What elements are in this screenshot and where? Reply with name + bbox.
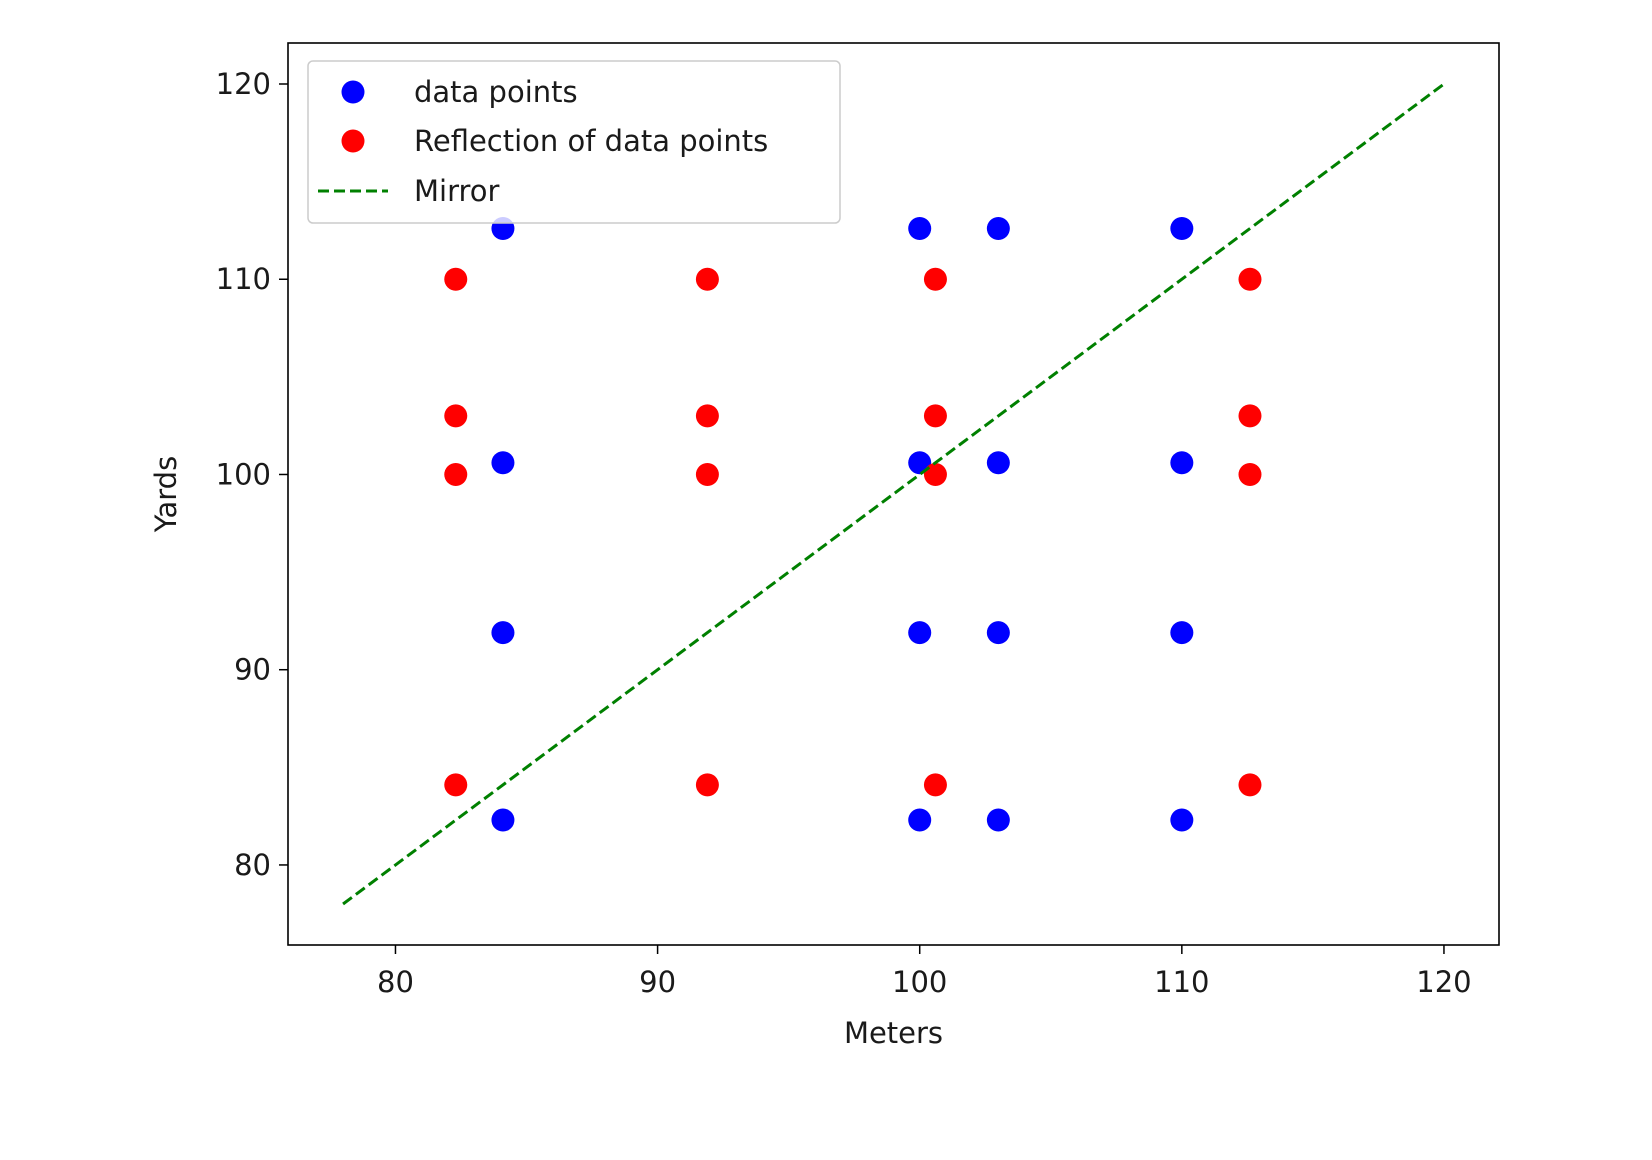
data-point	[908, 216, 932, 240]
legend-label: data points	[414, 75, 578, 109]
x-axis: 80 90 100 110 120	[377, 945, 1472, 999]
reflection-point	[1238, 773, 1262, 797]
data-point	[1170, 216, 1194, 240]
y-axis-label: Yards	[149, 456, 183, 533]
data-point	[986, 451, 1010, 475]
plot-frame	[287, 42, 1500, 946]
reflection-point	[923, 267, 947, 291]
data-point	[491, 451, 515, 475]
reflection-point	[444, 404, 468, 428]
legend-box	[307, 60, 841, 224]
series-0	[491, 216, 1194, 832]
reflection-point	[695, 773, 719, 797]
legend-label: Reflection of data points	[414, 124, 768, 158]
data-point	[986, 621, 1010, 645]
data-point	[986, 216, 1010, 240]
data-point	[1170, 451, 1194, 475]
data-point	[908, 808, 932, 832]
x-axis-label: Meters	[844, 1016, 943, 1050]
x-tick-label: 90	[639, 965, 676, 999]
legend-data-points-swatch	[341, 80, 365, 104]
series-1	[444, 267, 1262, 797]
data-point	[1170, 621, 1194, 645]
x-tick-label: 110	[1154, 965, 1209, 999]
mirror-line	[342, 82, 1445, 906]
reflection-point	[695, 267, 719, 291]
reflection-point	[695, 462, 719, 486]
reflection-point	[1238, 462, 1262, 486]
legend: data points Reflection of data points Mirr…	[307, 60, 841, 224]
plot-area	[287, 42, 1500, 946]
reflection-point	[1238, 404, 1262, 428]
legend-label: Mirror	[414, 174, 500, 208]
y-tick-label: 80	[234, 848, 271, 882]
x-tick-label: 80	[377, 965, 414, 999]
reflection-point	[444, 462, 468, 486]
data-point	[491, 808, 515, 832]
y-tick-label: 120	[216, 67, 271, 101]
reflection-point	[1238, 267, 1262, 291]
legend-reflection-swatch	[341, 129, 365, 153]
x-tick-label: 120	[1416, 965, 1471, 999]
y-tick-label: 100	[216, 457, 271, 491]
series-2	[342, 82, 1445, 906]
y-tick-label: 90	[234, 653, 271, 687]
data-point	[986, 808, 1010, 832]
reflection-point	[923, 462, 947, 486]
reflection-point	[444, 773, 468, 797]
reflection-point	[923, 404, 947, 428]
x-tick-label: 100	[892, 965, 947, 999]
data-point	[908, 621, 932, 645]
reflection-point	[444, 267, 468, 291]
data-point	[491, 621, 515, 645]
y-axis: 80 90 100 110 120	[216, 67, 288, 882]
data-point	[1170, 808, 1194, 832]
reflection-point	[923, 773, 947, 797]
y-tick-label: 110	[216, 262, 271, 296]
reflection-point	[695, 404, 719, 428]
